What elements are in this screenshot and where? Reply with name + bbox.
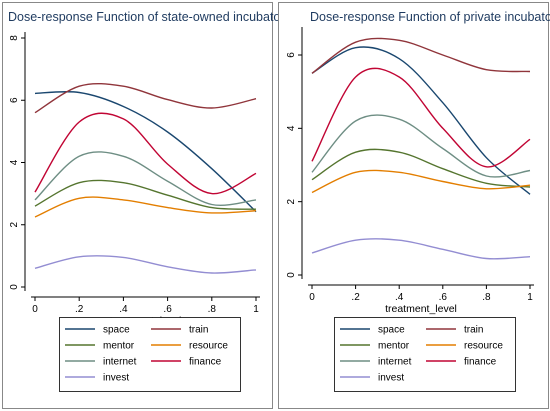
y-tick-label: 8 (9, 35, 20, 41)
series-line-finance (311, 67, 531, 168)
x-tick-label: .4 (395, 292, 404, 303)
series-line-mentor (34, 179, 257, 210)
x-tick-label: .6 (163, 304, 172, 315)
legend-label-finance: finance (189, 357, 222, 368)
x-tick-label: 1 (253, 304, 259, 315)
legend-label-train: train (464, 325, 483, 336)
series-line-resource (311, 169, 531, 194)
legend-label-finance: finance (464, 357, 497, 368)
series-line-mentor (311, 148, 531, 188)
legend-box (334, 317, 516, 392)
x-axis-title: treatment_level (385, 303, 457, 315)
series-line-resource (34, 196, 257, 218)
legend-box (59, 317, 241, 392)
legend-label-mentor: mentor (103, 341, 135, 352)
x-tick-label: .8 (208, 304, 217, 315)
y-tick-label: 6 (9, 97, 20, 103)
series-line-finance (34, 112, 257, 195)
legend-label-invest: invest (378, 373, 404, 384)
legend-label-resource: resource (189, 341, 228, 352)
series-line-internet (311, 114, 531, 178)
chart-title: Dose-response Function of private incuba… (310, 10, 550, 24)
legend-label-resource: resource (464, 341, 503, 352)
x-tick-label: 0 (32, 304, 38, 315)
legend-label-space: space (378, 325, 405, 336)
x-tick-label: .4 (119, 304, 128, 315)
series-line-train (311, 37, 531, 74)
series-line-space (311, 46, 531, 195)
x-tick-label: 0 (309, 292, 315, 303)
chart-panel-state-owned: Dose-response Function of state-owned in… (2, 2, 291, 409)
legend-label-internet: internet (378, 357, 412, 368)
series-line-internet (34, 151, 257, 206)
legend-label-train: train (189, 325, 208, 336)
y-tick-label: 4 (9, 159, 20, 165)
series-line-train (34, 82, 257, 114)
x-tick-label: 1 (527, 292, 533, 303)
y-tick-label: 0 (9, 284, 20, 290)
y-tick-label: 6 (286, 52, 297, 58)
y-tick-label: 4 (286, 125, 297, 131)
legend-label-internet: internet (103, 357, 137, 368)
y-tick-label: 2 (286, 198, 297, 204)
chart-title: Dose-response Function of state-owned in… (8, 10, 291, 24)
series-line-invest (34, 255, 257, 274)
series-line-invest (311, 238, 531, 260)
series-line-space (34, 90, 257, 213)
legend-label-mentor: mentor (378, 341, 410, 352)
legend-label-space: space (103, 325, 130, 336)
chart-panel-private: Dose-response Function of private incuba… (278, 2, 550, 409)
legend-label-invest: invest (103, 373, 129, 384)
y-tick-label: 2 (9, 222, 20, 228)
x-tick-label: .2 (75, 304, 84, 315)
y-tick-label: 0 (286, 272, 297, 278)
x-tick-label: .8 (482, 292, 491, 303)
x-tick-label: .2 (351, 292, 360, 303)
x-tick-label: .6 (439, 292, 448, 303)
